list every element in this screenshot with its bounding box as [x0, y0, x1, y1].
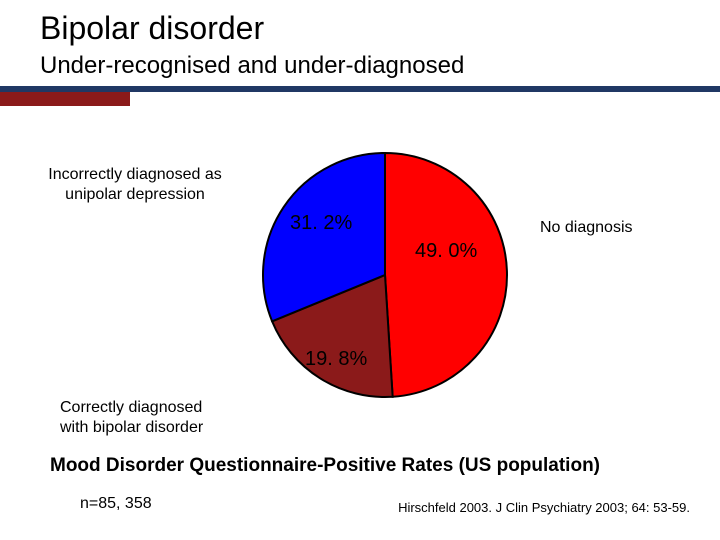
label-nodiagnosis: No diagnosis: [540, 218, 680, 238]
label-unipolar-line1: Incorrectly diagnosed as: [48, 166, 221, 183]
pie-chart: 49. 0% 19. 8% 31. 2%: [260, 150, 510, 400]
pie-slice: [385, 153, 507, 397]
pie-pct-label: 19. 8%: [305, 348, 367, 371]
divider-red-accent: [0, 92, 130, 106]
sample-size: n=85, 358: [80, 495, 152, 513]
slide-subtitle: Under-recognised and under-diagnosed: [40, 52, 464, 80]
label-correct: Correctly diagnosed with bipolar disorde…: [60, 398, 260, 438]
label-correct-line1: Correctly diagnosed: [60, 399, 202, 416]
pie-pct-label: 31. 2%: [290, 212, 352, 235]
label-unipolar: Incorrectly diagnosed as unipolar depres…: [30, 165, 240, 205]
label-correct-line2: with bipolar disorder: [60, 419, 203, 436]
slide: Bipolar disorder Under-recognised and un…: [0, 0, 720, 540]
citation: Hirschfeld 2003. J Clin Psychiatry 2003;…: [398, 500, 690, 515]
pie-svg: [260, 150, 510, 400]
slide-title: Bipolar disorder: [40, 10, 264, 47]
label-unipolar-line2: unipolar depression: [65, 186, 205, 203]
pie-pct-label: 49. 0%: [415, 240, 477, 263]
footer-caption: Mood Disorder Questionnaire-Positive Rat…: [50, 455, 600, 477]
